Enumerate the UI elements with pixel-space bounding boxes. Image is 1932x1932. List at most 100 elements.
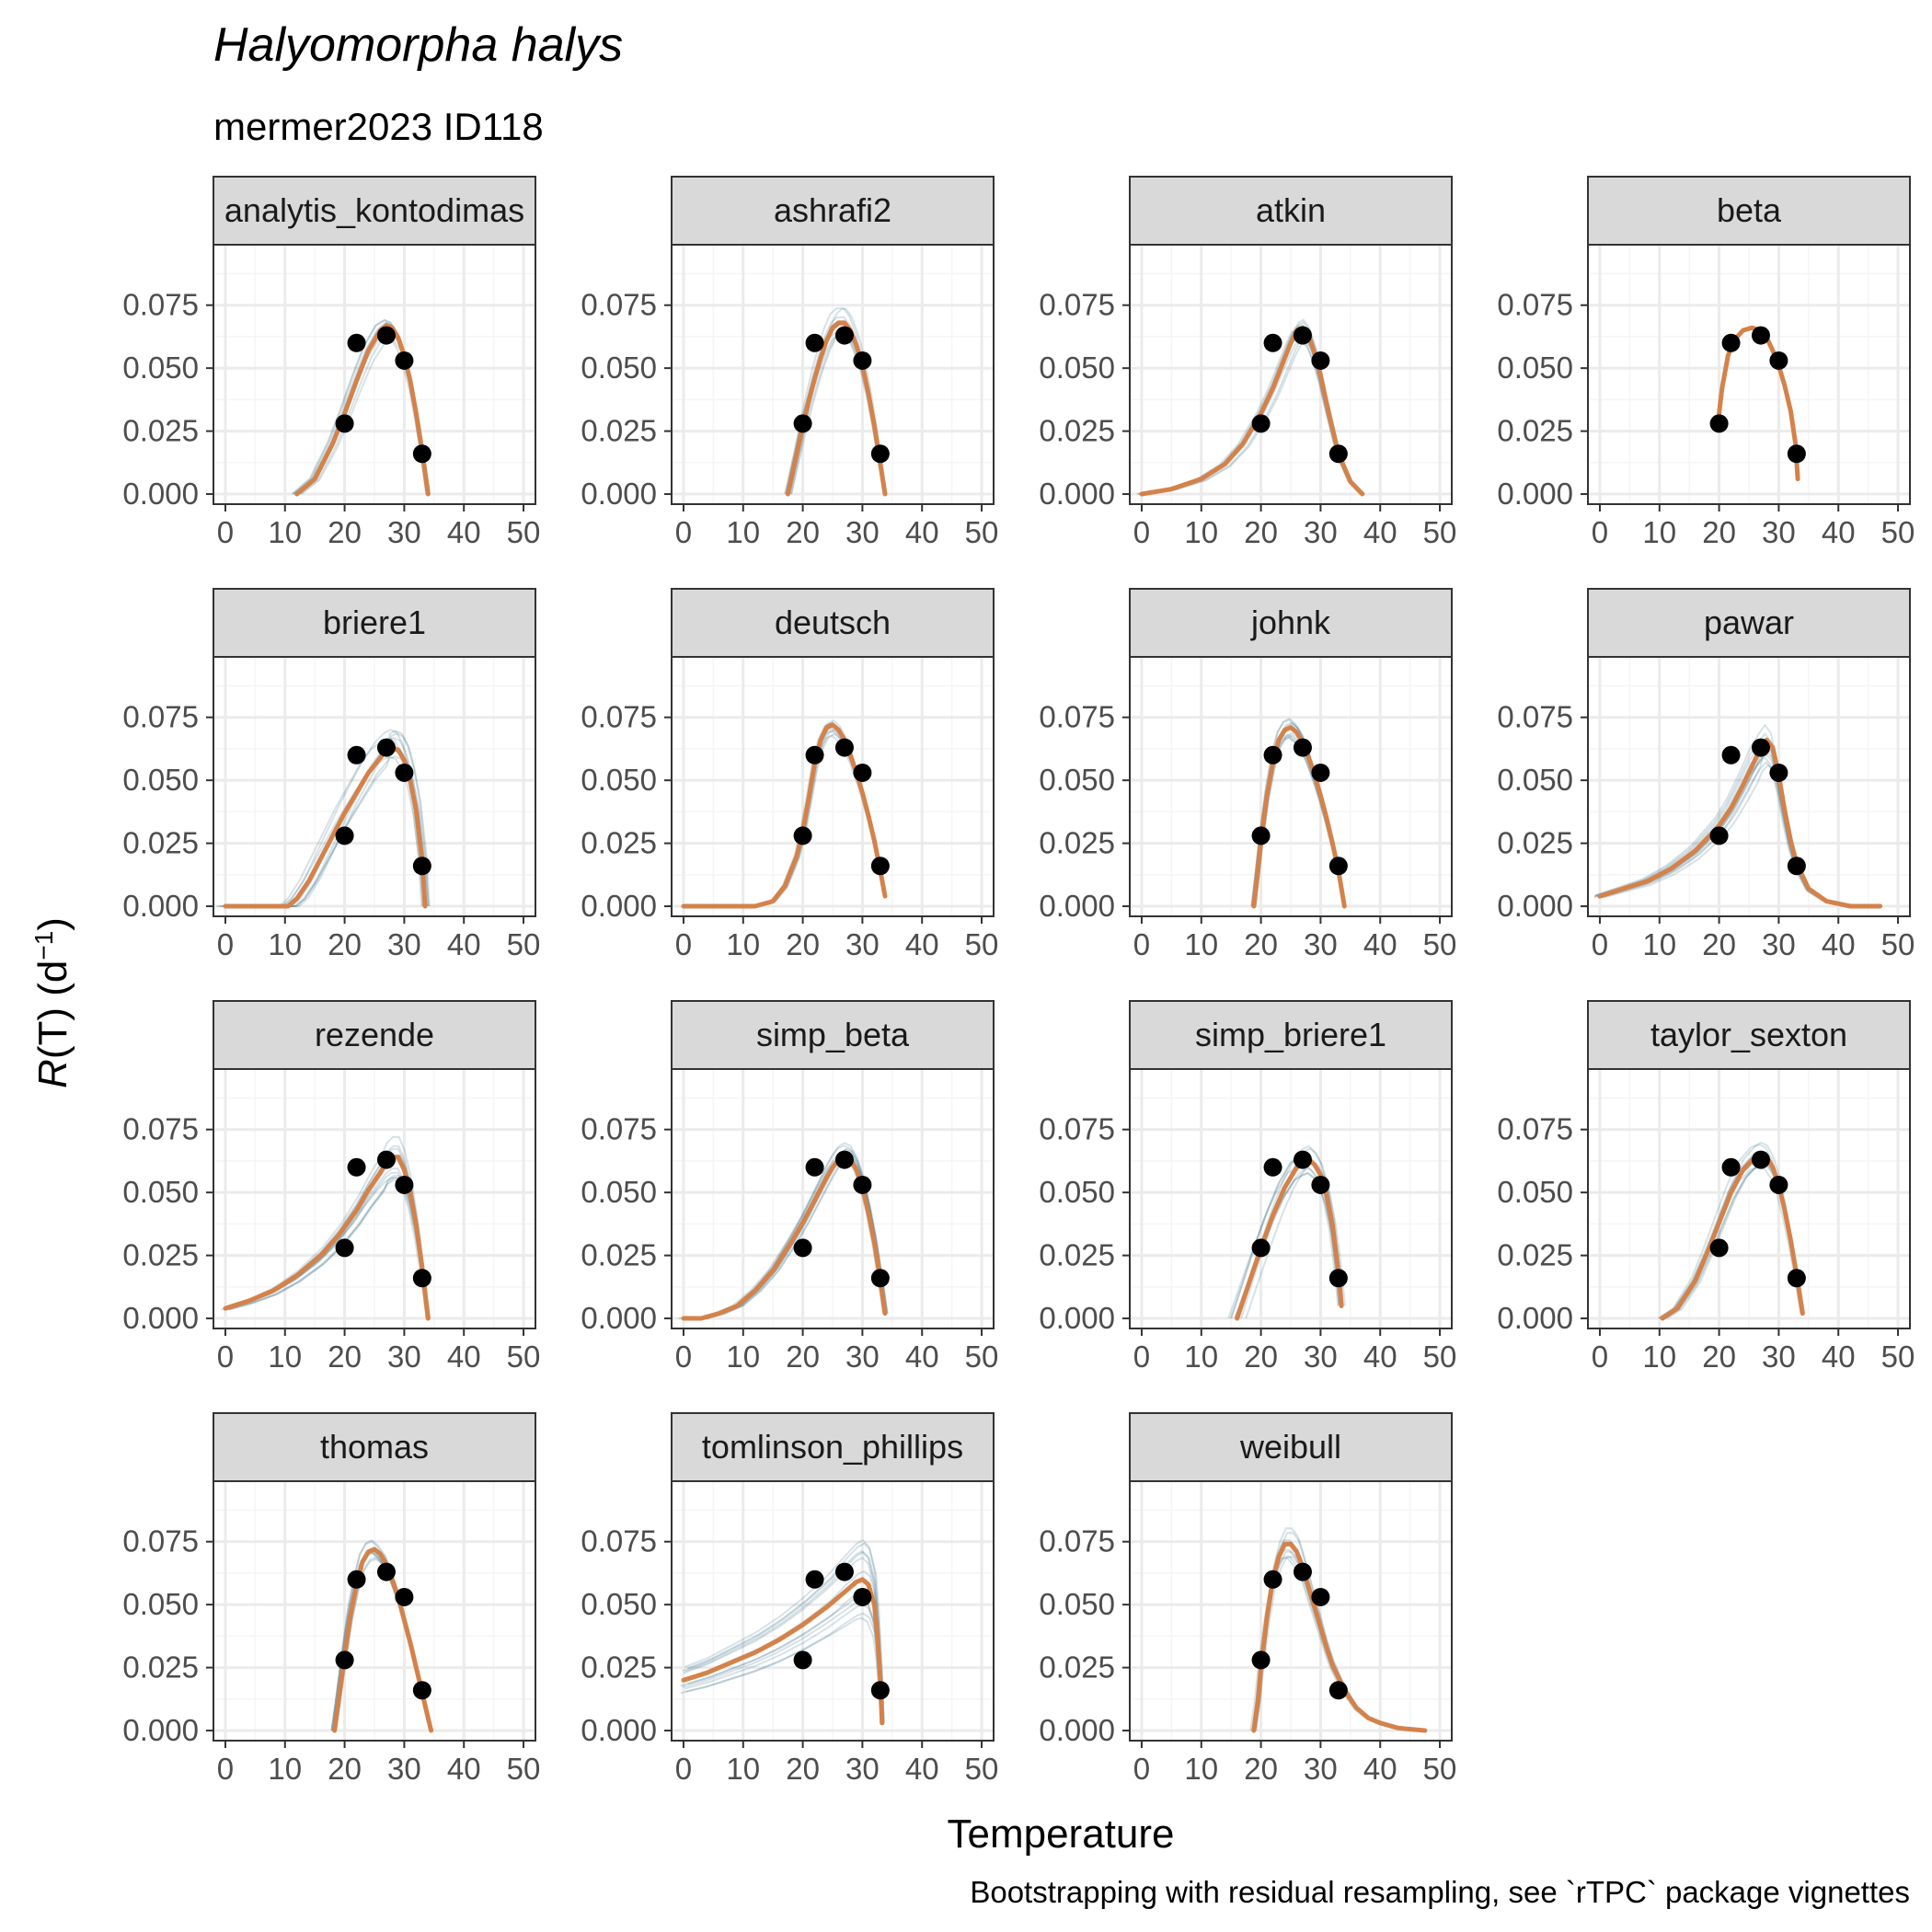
fitted-curve (223, 745, 428, 909)
data-point (1787, 1269, 1806, 1288)
x-tick-label: 0 (217, 1752, 234, 1786)
bootstrap-curve (684, 1539, 884, 1721)
strip-label: simp_beta (756, 1016, 910, 1053)
strip-label: simp_briere1 (1195, 1016, 1386, 1053)
strip-background (671, 1412, 995, 1482)
data-point (805, 333, 824, 352)
y-tick-label: 0.050 (1497, 351, 1573, 385)
x-tick-label: 50 (1423, 515, 1457, 549)
y-tick-label: 0.075 (581, 288, 657, 322)
data-point (347, 333, 366, 352)
strip-background (671, 588, 995, 658)
data-point (395, 351, 414, 370)
y-tick-label: 0.000 (1497, 889, 1573, 923)
panel-border (213, 1480, 536, 1742)
data-point (1787, 444, 1806, 464)
panel-border (1587, 656, 1911, 917)
x-tick-label: 10 (268, 1752, 302, 1786)
x-tick-label: 40 (1822, 927, 1856, 961)
x-tick-label: 50 (507, 1340, 541, 1374)
y-tick-label: 0.025 (1039, 826, 1115, 860)
data-point (1709, 414, 1729, 433)
strip-label: johnk (1250, 604, 1331, 641)
x-tick-label: 40 (447, 515, 481, 549)
bootstrap-curve (687, 1542, 885, 1721)
x-tick-label: 30 (387, 927, 421, 961)
x-tick-label: 0 (217, 1340, 234, 1374)
x-tick-label: 40 (447, 927, 481, 961)
x-tick-label: 0 (675, 515, 692, 549)
fitted-curve (223, 1155, 431, 1321)
x-tick-label: 30 (1304, 1752, 1338, 1786)
bootstrap-curve (233, 749, 430, 907)
x-tick-label: 50 (507, 1752, 541, 1786)
y-axis-title: R(T) (d−1) (29, 917, 76, 1088)
y-tick-label: 0.025 (1039, 414, 1115, 448)
y-tick-label: 0.050 (1497, 1175, 1573, 1209)
data-point (1769, 1175, 1788, 1194)
x-tick-label: 50 (1881, 927, 1915, 961)
x-tick-label: 10 (1642, 1340, 1676, 1374)
data-point (870, 857, 890, 876)
strip-background (213, 176, 536, 246)
data-point (834, 326, 854, 345)
data-point (335, 1238, 354, 1258)
x-tick-label: 30 (387, 1752, 421, 1786)
curve-group (680, 1539, 885, 1726)
x-tick-label: 40 (1822, 515, 1856, 549)
bootstrap-curve (689, 1155, 889, 1319)
y-tick-label: 0.075 (1039, 288, 1115, 322)
data-point (853, 1587, 872, 1606)
x-tick-label: 0 (1592, 1340, 1608, 1374)
y-tick-label: 0.050 (1039, 1175, 1115, 1209)
data-point (1311, 351, 1330, 370)
x-tick-label: 0 (1133, 1340, 1150, 1374)
y-tick-label: 0.025 (122, 414, 199, 448)
x-tick-label: 0 (217, 515, 234, 549)
data-point (793, 826, 812, 845)
x-tick-label: 10 (726, 927, 760, 961)
data-point (1251, 1650, 1271, 1670)
data-point (1251, 1238, 1271, 1258)
y-tick-label: 0.000 (1497, 1301, 1573, 1335)
data-point (412, 1269, 431, 1288)
data-point (1263, 333, 1282, 352)
data-point (870, 1269, 890, 1288)
strip-label: briere1 (323, 604, 426, 641)
fitted-curve (294, 323, 431, 497)
x-tick-label: 10 (1642, 927, 1676, 961)
data-point (1709, 1238, 1729, 1258)
strip-label: atkin (1256, 191, 1326, 229)
y-tick-label: 0.025 (122, 1650, 199, 1685)
x-tick-label: 20 (1244, 1752, 1278, 1786)
data-point (1251, 414, 1271, 433)
y-tick-label: 0.075 (1497, 288, 1573, 322)
x-tick-label: 20 (786, 927, 820, 961)
data-point (805, 1570, 824, 1589)
y-tick-label: 0.025 (1039, 1238, 1115, 1272)
data-point (1328, 1681, 1348, 1700)
y-tick-label: 0.050 (122, 1587, 199, 1621)
x-tick-label: 0 (217, 927, 234, 961)
y-tick-label: 0.025 (1497, 414, 1573, 448)
x-tick-label: 50 (507, 927, 541, 961)
x-tick-label: 50 (1881, 515, 1915, 549)
strip-label: weibull (1239, 1428, 1341, 1466)
facet-panel-thomas: thomas 0 10 20 30 40 50 0.000 0.025 0.050 0.075 (122, 1412, 541, 1786)
y-tick-label: 0.025 (1497, 1238, 1573, 1272)
x-tick-label: 50 (507, 515, 541, 549)
data-point (335, 414, 354, 433)
data-point (1251, 826, 1271, 845)
y-tick-label: 0.050 (122, 351, 199, 385)
strip-background (1129, 1412, 1453, 1482)
x-tick-label: 50 (965, 1340, 999, 1374)
facet-panel-atkin: atkin 0 10 20 30 40 50 0.000 0.025 0.050 0.075 (1039, 176, 1457, 549)
strip-label: deutsch (775, 604, 891, 641)
y-tick-label: 0.050 (581, 763, 657, 797)
data-point (1263, 745, 1282, 765)
data-point (805, 1157, 824, 1177)
x-axis-title: Temperature (947, 1811, 1174, 1857)
y-tick-label: 0.000 (1039, 1301, 1115, 1335)
facet-panel-simp_briere1: simp_briere1 0 10 20 30 40 50 0.000 0.025 0.050 0.… (1039, 1000, 1456, 1374)
x-tick-label: 30 (845, 1752, 880, 1786)
